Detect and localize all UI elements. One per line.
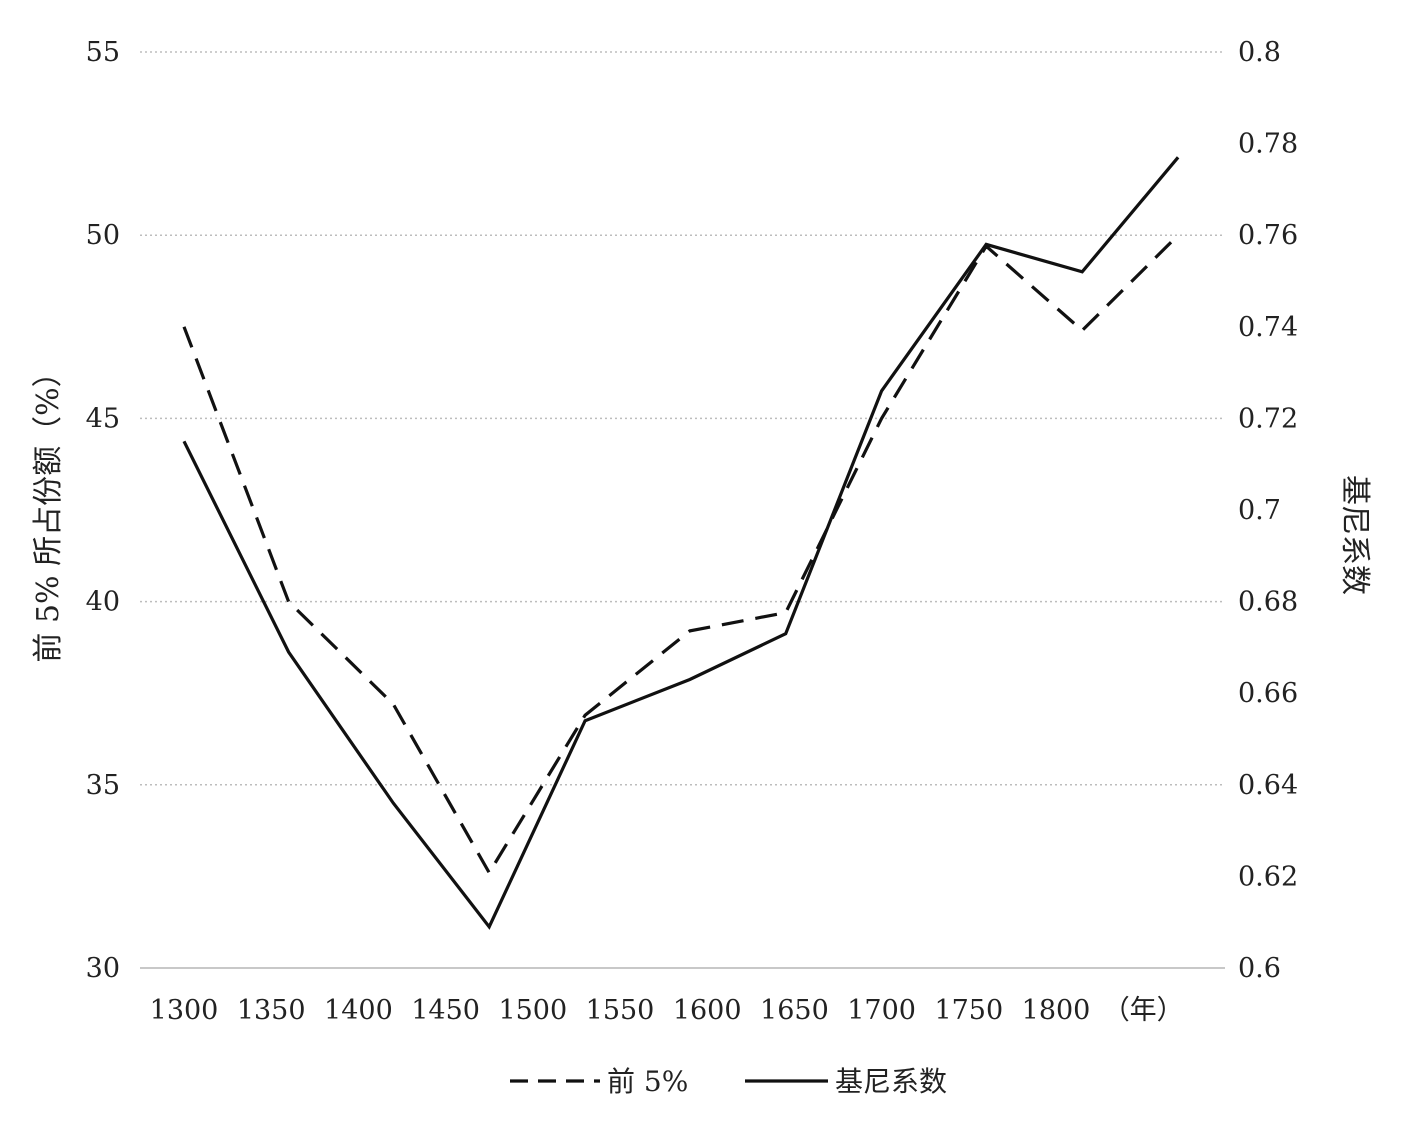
x-axis-unit-label: （年） [1103, 995, 1184, 1026]
x-axis-tick-label: 1450 [411, 995, 480, 1026]
left-axis-tick-label: 35 [86, 770, 120, 801]
right-axis-tick-label: 0.72 [1238, 403, 1298, 434]
right-axis-tick-label: 0.78 [1238, 129, 1298, 160]
x-axis-tick-label: 1500 [498, 995, 567, 1026]
right-axis-title: 基尼系数 [1337, 475, 1372, 595]
right-axis-tick-label: 0.7 [1238, 495, 1281, 526]
x-axis-tick-label: 1650 [760, 995, 829, 1026]
right-axis-tick-label: 0.6 [1238, 953, 1281, 984]
left-axis-title: 前 5% 所占份额（%） [31, 357, 66, 662]
x-axis-tick-label: 1300 [150, 995, 219, 1026]
series-line-gini [182, 156, 1180, 930]
left-axis-tick-label: 30 [86, 953, 120, 984]
x-axis-tick-label: 1400 [324, 995, 393, 1026]
x-axis-tick-label: 1700 [847, 995, 916, 1026]
right-axis-tick-label: 0.8 [1238, 37, 1281, 68]
right-axis-tick-label: 0.66 [1238, 678, 1298, 709]
legend-label: 基尼系数 [835, 1065, 947, 1098]
left-axis-tick-label: 55 [86, 37, 120, 68]
series-line-top5-share [182, 234, 1180, 876]
right-axis-tick-label: 0.74 [1238, 312, 1298, 343]
left-axis-tick-label: 45 [86, 403, 120, 434]
left-axis-tick-label: 40 [86, 587, 120, 618]
right-axis-tick-label: 0.62 [1238, 861, 1298, 892]
right-axis-tick-label: 0.76 [1238, 220, 1298, 251]
x-axis-tick-label: 1550 [586, 995, 655, 1026]
left-axis-tick-label: 50 [86, 220, 120, 251]
right-axis-tick-label: 0.68 [1238, 587, 1298, 618]
x-axis-tick-label: 1800 [1022, 995, 1091, 1026]
legend-label: 前 5% [607, 1065, 688, 1098]
x-axis-tick-label: 1350 [237, 995, 306, 1026]
x-axis-tick-label: 1750 [934, 995, 1003, 1026]
right-axis-tick-label: 0.64 [1238, 770, 1298, 801]
x-axis-tick-label: 1600 [673, 995, 742, 1026]
